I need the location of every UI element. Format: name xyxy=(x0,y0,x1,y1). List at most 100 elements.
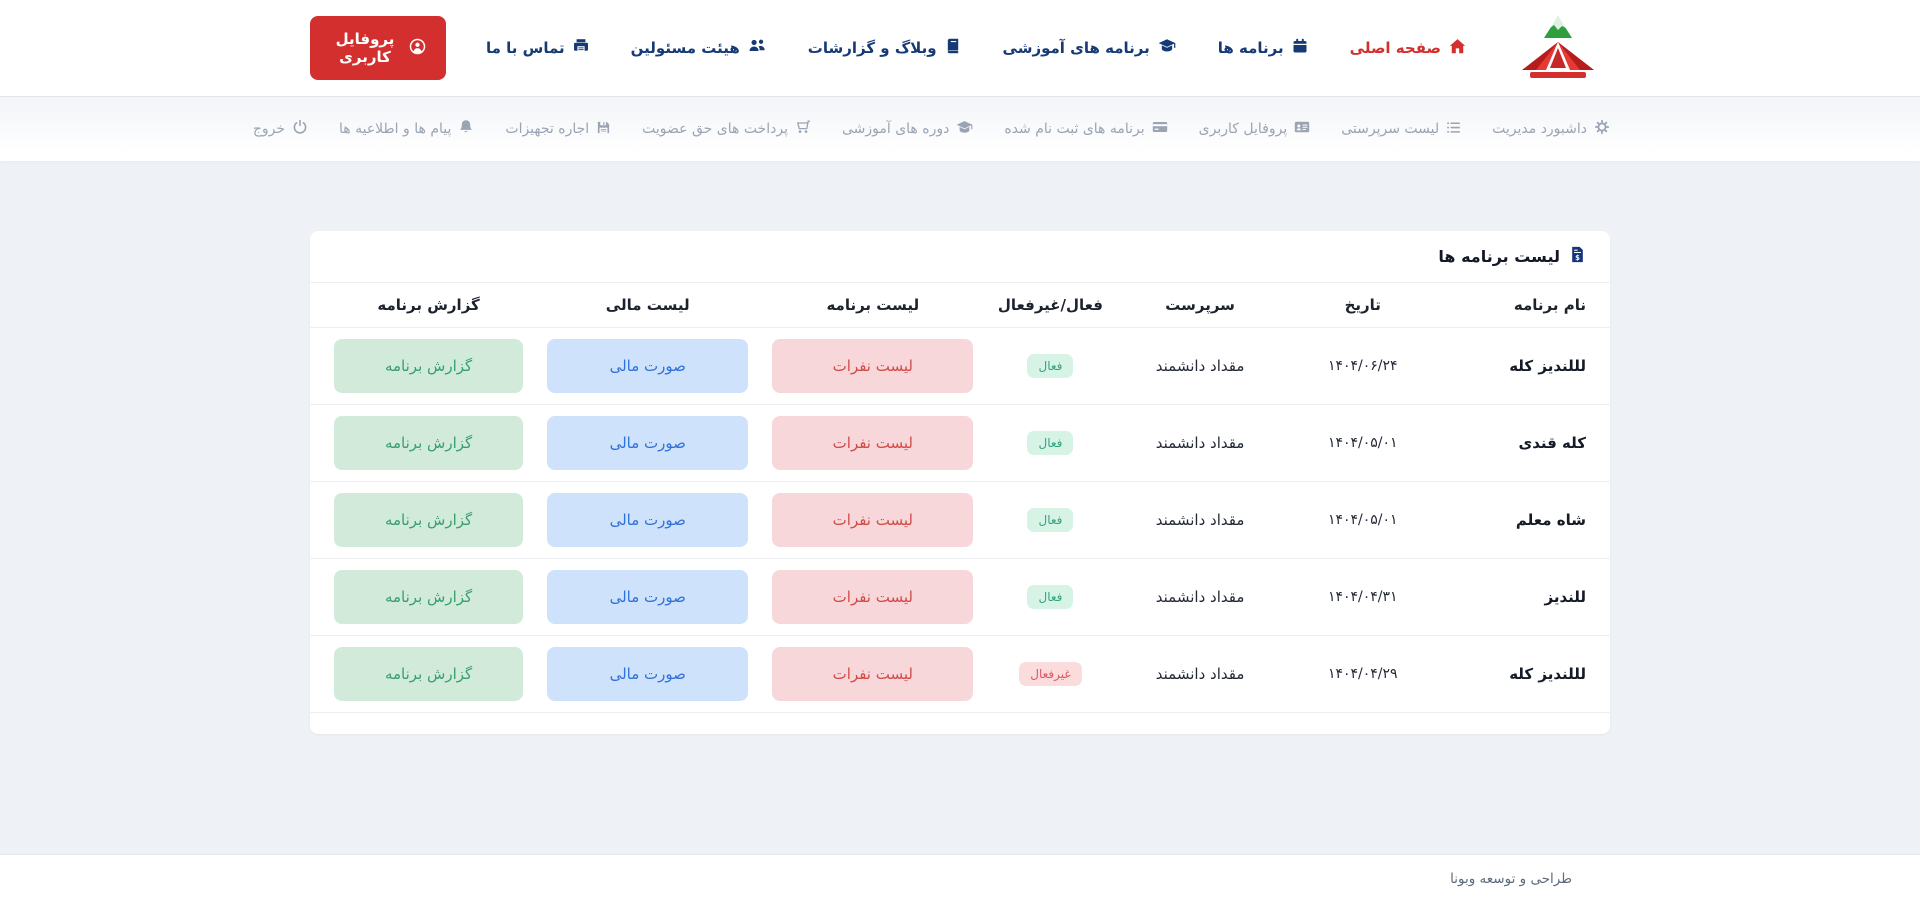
subnav-item-label: پیام ها و اطلاعیه ها xyxy=(339,121,452,137)
subnav-item-supervision-list[interactable]: لیست سرپرستی xyxy=(1341,120,1461,139)
column-header-program-report: گزارش برنامه xyxy=(377,296,480,314)
cart-icon xyxy=(795,119,811,139)
nav-item-label: برنامه ها xyxy=(1217,39,1284,57)
subnav-item-label: دوره های آموزشی xyxy=(841,121,950,137)
program-name: للندیز xyxy=(1440,558,1610,636)
status-badge: فعال xyxy=(1027,353,1074,379)
subnav-item-admin-dashboard[interactable]: داشبورد مدیریت xyxy=(1492,119,1610,139)
user-circle-icon xyxy=(409,38,426,59)
program-supervisor: مقداد دانشمند xyxy=(1115,404,1285,482)
subnav-item-label: اجاره تجهیزات xyxy=(505,121,590,137)
program-date: ۱۴۰۴/۰۶/۲۴ xyxy=(1284,327,1441,405)
nav-item-contact-us[interactable]: تماس با ما xyxy=(486,38,589,58)
status-badge: فعال xyxy=(1027,430,1074,456)
program-name: لللندیز کله xyxy=(1440,327,1610,405)
table-row: لللندیز کله ۱۴۰۴/۰۴/۲۹ مقداد دانشمند غیر… xyxy=(310,635,1610,712)
bell-icon xyxy=(458,119,474,139)
program-date: ۱۴۰۴/۰۵/۰۱ xyxy=(1284,481,1441,559)
subnav-item-label: لیست سرپرستی xyxy=(1341,121,1440,137)
nav-item-label: تماس با ما xyxy=(486,39,565,57)
roster-list-button[interactable]: لیست نفرات xyxy=(772,647,974,701)
user-sub-navbar: داشبورد مدیریت لیست سرپرستی پروفایل کارب… xyxy=(0,96,1920,161)
program-date: ۱۴۰۴/۰۵/۰۱ xyxy=(1284,404,1441,482)
nav-item-blog-reports[interactable]: وبلاگ و گزارشات xyxy=(808,38,961,58)
program-date: ۱۴۰۴/۰۴/۳۱ xyxy=(1284,558,1441,636)
financial-statement-button[interactable]: صورت مالی xyxy=(547,647,749,701)
subnav-item-label: پروفایل کاربری xyxy=(1198,121,1288,137)
calendar-icon xyxy=(1292,38,1308,58)
program-report-button[interactable]: گزارش برنامه xyxy=(334,647,524,701)
column-header-financial-list: لیست مالی xyxy=(605,296,690,314)
roster-list-button[interactable]: لیست نفرات xyxy=(772,570,974,624)
program-supervisor: مقداد دانشمند xyxy=(1115,558,1285,636)
nav-item-programs[interactable]: برنامه ها xyxy=(1218,38,1308,58)
financial-statement-button[interactable]: صورت مالی xyxy=(547,570,749,624)
card-bottom-strip xyxy=(310,712,1610,734)
user-profile-button-label: پروفایل کاربری xyxy=(335,30,395,66)
nav-item-label: صفحه اصلی xyxy=(1349,39,1441,57)
financial-statement-button[interactable]: صورت مالی xyxy=(547,416,749,470)
programs-card: $ لیست برنامه ها نام برنامه تاریخ سرپرست… xyxy=(310,231,1610,734)
program-supervisor: مقداد دانشمند xyxy=(1115,481,1285,559)
home-icon xyxy=(1449,38,1466,59)
top-navbar: صفحه اصلی برنامه ها برنامه های آموزشی وب… xyxy=(0,0,1920,96)
power-icon xyxy=(292,119,308,139)
subnav-item-messages-notifications[interactable]: پیام ها و اطلاعیه ها xyxy=(339,119,474,139)
subnav-item-logout[interactable]: خروج xyxy=(253,119,308,139)
financial-statement-button[interactable]: صورت مالی xyxy=(547,493,749,547)
save-icon xyxy=(596,120,611,139)
column-header-program-name: نام برنامه xyxy=(1513,296,1586,314)
graduation-cap-icon xyxy=(956,119,973,140)
table-row: شاه معلم ۱۴۰۴/۰۵/۰۱ مقداد دانشمند فعال ل… xyxy=(310,481,1610,559)
status-badge: غیرفعال xyxy=(1019,661,1082,687)
program-report-button[interactable]: گزارش برنامه xyxy=(334,570,524,624)
subnav-item-registered-programs[interactable]: برنامه های ثبت نام شده xyxy=(1004,119,1167,139)
card-title-row: $ لیست برنامه ها xyxy=(310,231,1610,283)
page-footer: طراحی و توسعه وبونا xyxy=(0,854,1920,902)
footer-credit: طراحی و توسعه وبونا xyxy=(1450,870,1572,887)
program-report-button[interactable]: گزارش برنامه xyxy=(334,416,524,470)
roster-list-button[interactable]: لیست نفرات xyxy=(772,493,974,547)
table-row: کله قندی ۱۴۰۴/۰۵/۰۱ مقداد دانشمند فعال ل… xyxy=(310,404,1610,482)
table-row: للندیز ۱۴۰۴/۰۴/۳۱ مقداد دانشمند فعال لیس… xyxy=(310,558,1610,636)
subnav-item-label: پرداخت های حق عضویت xyxy=(642,121,788,137)
id-card-icon xyxy=(1294,119,1310,139)
nav-item-label: هیئت مسئولین xyxy=(630,39,740,57)
card-icon xyxy=(1152,119,1168,139)
column-header-date: تاریخ xyxy=(1344,296,1381,314)
column-header-program-list: لیست برنامه xyxy=(826,296,920,314)
program-name: کله قندی xyxy=(1440,404,1610,482)
subnav-item-label: داشبورد مدیریت xyxy=(1492,121,1587,137)
status-badge: فعال xyxy=(1027,584,1074,610)
program-report-button[interactable]: گزارش برنامه xyxy=(334,339,524,393)
subnav-item-equipment-rental[interactable]: اجاره تجهیزات xyxy=(505,120,611,139)
status-badge: فعال xyxy=(1027,507,1074,533)
card-title: لیست برنامه ها xyxy=(1438,247,1560,266)
program-date: ۱۴۰۴/۰۴/۲۹ xyxy=(1284,635,1441,712)
subnav-item-user-profile[interactable]: پروفایل کاربری xyxy=(1199,119,1311,139)
nav-item-label: وبلاگ و گزارشات xyxy=(807,39,937,57)
svg-text:$: $ xyxy=(1575,254,1580,262)
fax-icon xyxy=(573,38,589,58)
gear-icon xyxy=(1594,119,1610,139)
roster-list-button[interactable]: لیست نفرات xyxy=(772,416,974,470)
subnav-item-membership-payments[interactable]: پرداخت های حق عضویت xyxy=(642,119,811,139)
nav-item-home[interactable]: صفحه اصلی xyxy=(1350,38,1466,59)
nav-item-label: برنامه های آموزشی xyxy=(1002,39,1150,57)
table-header-row: نام برنامه تاریخ سرپرست فعال/غیرفعال لیس… xyxy=(310,283,1610,328)
nav-item-officials-board[interactable]: هیئت مسئولین xyxy=(631,37,766,59)
users-icon xyxy=(748,37,766,59)
user-profile-button[interactable]: پروفایل کاربری xyxy=(310,16,447,80)
programs-table: نام برنامه تاریخ سرپرست فعال/غیرفعال لیس… xyxy=(310,283,1610,712)
club-logo[interactable] xyxy=(1506,12,1610,84)
program-report-button[interactable]: گزارش برنامه xyxy=(334,493,524,547)
financial-statement-button[interactable]: صورت مالی xyxy=(547,339,749,393)
main-content: $ لیست برنامه ها نام برنامه تاریخ سرپرست… xyxy=(0,161,1920,854)
roster-list-button[interactable]: لیست نفرات xyxy=(772,339,974,393)
nav-item-educational-programs[interactable]: برنامه های آموزشی xyxy=(1003,37,1176,59)
main-menu: صفحه اصلی برنامه ها برنامه های آموزشی وب… xyxy=(486,37,1466,59)
program-supervisor: مقداد دانشمند xyxy=(1115,327,1285,405)
column-header-supervisor: سرپرست xyxy=(1165,296,1235,314)
subnav-item-educational-courses[interactable]: دوره های آموزشی xyxy=(842,119,973,140)
subnav-item-label: برنامه های ثبت نام شده xyxy=(1004,121,1145,137)
